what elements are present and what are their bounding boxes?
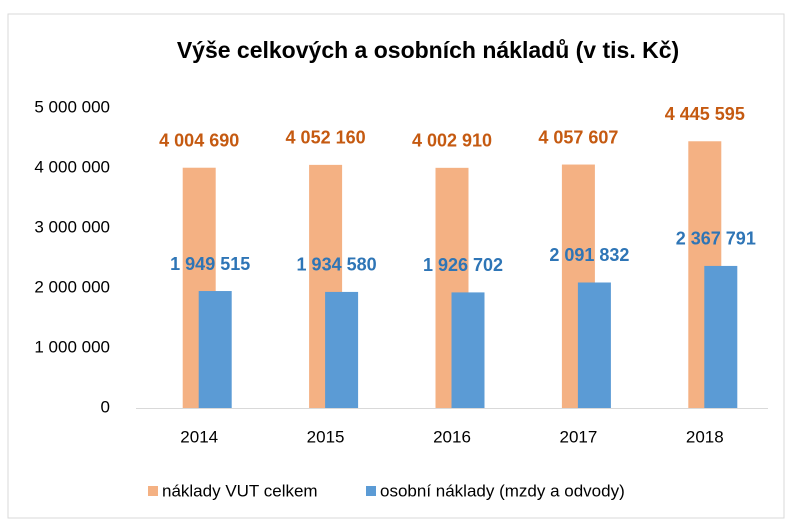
chart-frame [7, 13, 785, 519]
legend-label: osobní náklady (mzdy a odvody) [380, 481, 625, 500]
bar [325, 291, 359, 408]
data-label: 1 934 580 [297, 255, 377, 275]
data-label: 2 367 791 [676, 229, 756, 249]
chart-title: Výše celkových a osobních nákladů (v tis… [177, 37, 679, 63]
x-tick-label: 2015 [307, 427, 345, 446]
x-tick-label: 2018 [686, 427, 724, 446]
bar [704, 265, 738, 408]
legend-label: náklady VUT celkem [162, 481, 318, 500]
y-tick-label: 0 [101, 397, 110, 416]
y-tick-label: 5 000 000 [34, 97, 110, 116]
data-label: 4 004 690 [159, 130, 239, 150]
y-tick-label: 1 000 000 [34, 337, 110, 356]
data-label: 2 091 832 [549, 245, 629, 265]
y-tick-label: 4 000 000 [34, 157, 110, 176]
x-tick-label: 2014 [180, 427, 218, 446]
data-label: 4 057 607 [538, 127, 618, 147]
bar [451, 292, 485, 408]
y-tick-label: 2 000 000 [34, 277, 110, 296]
data-label: 1 949 515 [170, 254, 250, 274]
x-tick-label: 2016 [433, 427, 471, 446]
data-label: 4 445 595 [665, 104, 745, 124]
y-tick-label: 3 000 000 [34, 217, 110, 236]
x-tick-label: 2017 [559, 427, 597, 446]
bar [577, 282, 611, 408]
data-label: 4 002 910 [412, 131, 492, 151]
data-label: 1 926 702 [423, 255, 503, 275]
data-label: 4 052 160 [286, 128, 366, 148]
legend-swatch [148, 486, 158, 496]
legend-swatch [366, 486, 376, 496]
bar [198, 291, 232, 408]
